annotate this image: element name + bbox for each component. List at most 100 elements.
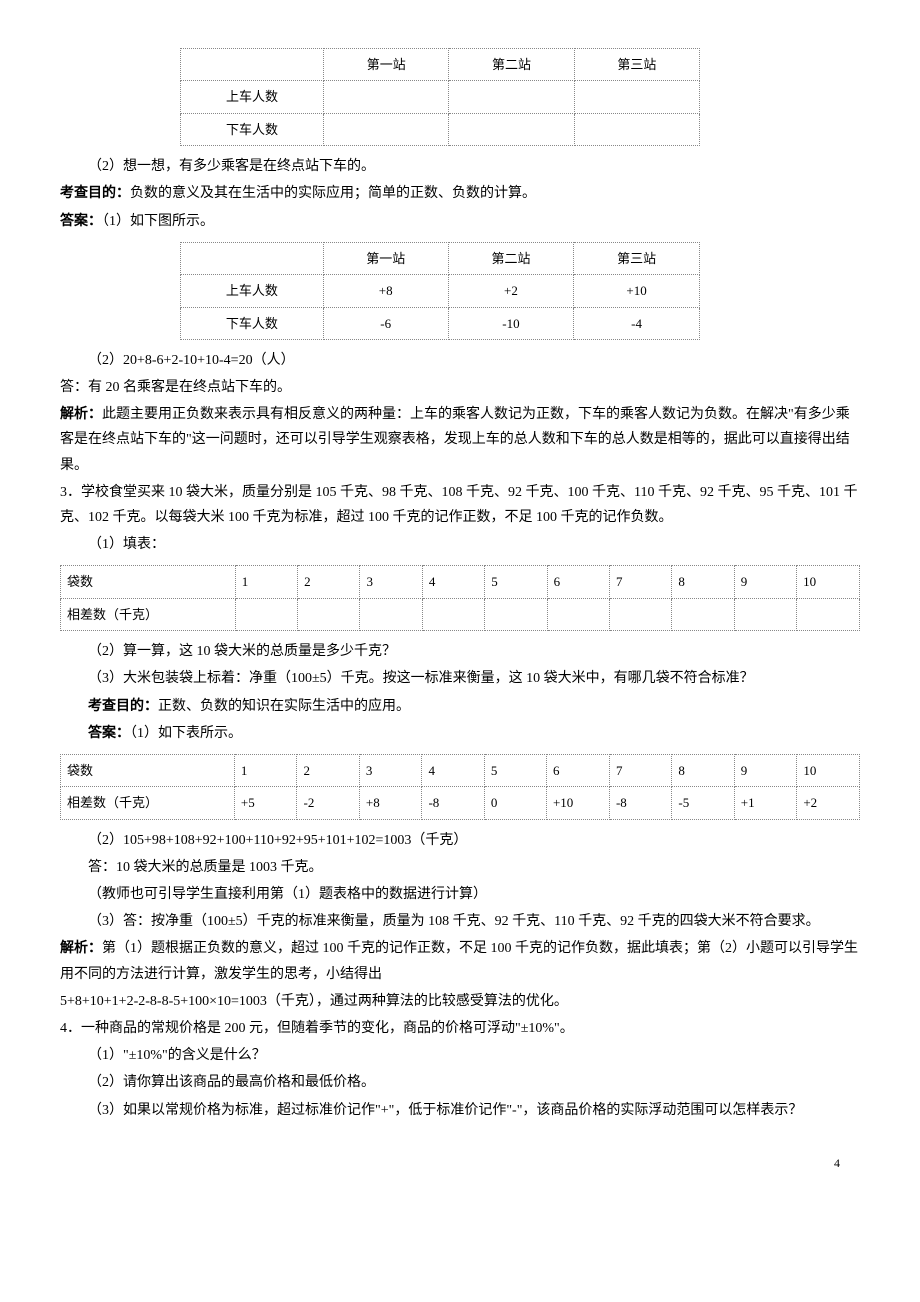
cell xyxy=(181,49,324,81)
cell: +2 xyxy=(448,275,573,307)
paragraph: （3）答：按净重（100±5）千克的标准来衡量，质量为 108 千克、92 千克… xyxy=(60,909,860,934)
paragraph: 解析：第（1）题根据正负数的意义，超过 100 千克的记作正数，不足 100 千… xyxy=(60,936,860,986)
cell: 第三站 xyxy=(574,49,699,81)
cell xyxy=(449,81,574,113)
rice-table-filled: 袋数 1 2 3 4 5 6 7 8 9 10 相差数（千克） +5 -2 +8… xyxy=(60,754,860,820)
cell: -6 xyxy=(323,307,448,339)
paragraph: （2）请你算出该商品的最高价格和最低价格。 xyxy=(60,1070,860,1095)
cell xyxy=(609,598,671,630)
cell: -5 xyxy=(672,787,734,819)
text: 第（1）题根据正负数的意义，超过 100 千克的记作正数，不足 100 千克的记… xyxy=(60,941,858,981)
text: 正数、负数的知识在实际生活中的应用。 xyxy=(158,699,410,714)
cell: 下车人数 xyxy=(181,307,324,339)
cell: +8 xyxy=(359,787,422,819)
cell: +1 xyxy=(734,787,797,819)
paragraph: （教师也可引导学生直接利用第（1）题表格中的数据进行计算） xyxy=(60,882,860,907)
cell: -8 xyxy=(422,787,484,819)
cell: +5 xyxy=(234,787,297,819)
cell xyxy=(235,598,297,630)
cell: 7 xyxy=(609,754,671,786)
cell: +8 xyxy=(323,275,448,307)
text: 负数的意义及其在生活中的实际应用；简单的正数、负数的计算。 xyxy=(130,186,536,201)
cell: 3 xyxy=(359,754,422,786)
paragraph: 答案：（1）如下表所示。 xyxy=(60,721,860,746)
bus-table-blank: 第一站 第二站 第三站 上车人数 下车人数 xyxy=(180,48,700,146)
paragraph: 考查目的：正数、负数的知识在实际生活中的应用。 xyxy=(60,694,860,719)
cell: 袋数 xyxy=(61,566,236,598)
cell: 9 xyxy=(734,754,797,786)
label-bold: 答案： xyxy=(60,214,102,229)
bus-table-filled: 第一站 第二站 第三站 上车人数 +8 +2 +10 下车人数 -6 -10 -… xyxy=(180,242,700,340)
cell: 5 xyxy=(485,566,547,598)
cell xyxy=(449,113,574,145)
cell: -8 xyxy=(609,787,671,819)
cell xyxy=(574,81,699,113)
label-bold: 答案： xyxy=(88,726,130,741)
label-bold: 解析： xyxy=(60,407,102,422)
cell: 10 xyxy=(797,566,860,598)
cell: 6 xyxy=(546,754,609,786)
cell: 上车人数 xyxy=(181,81,324,113)
text: 此题主要用正负数来表示具有相反意义的两种量：上车的乘客人数记为正数，下车的乘客人… xyxy=(60,407,850,472)
cell xyxy=(324,81,449,113)
cell: 第二站 xyxy=(448,242,573,274)
cell: 7 xyxy=(609,566,671,598)
paragraph: （2）想一想，有多少乘客是在终点站下车的。 xyxy=(60,154,860,179)
cell xyxy=(360,598,422,630)
cell: 10 xyxy=(797,754,860,786)
paragraph: 4．一种商品的常规价格是 200 元，但随着季节的变化，商品的价格可浮动"±10… xyxy=(60,1016,860,1041)
paragraph: 5+8+10+1+2-2-8-8-5+100×10=1003（千克），通过两种算… xyxy=(60,989,860,1014)
cell: -2 xyxy=(297,787,359,819)
paragraph: 3．学校食堂买来 10 袋大米，质量分别是 105 千克、98 千克、108 千… xyxy=(60,480,860,530)
cell: 3 xyxy=(360,566,422,598)
cell: 2 xyxy=(298,566,360,598)
label-bold: 考查目的： xyxy=(88,699,158,714)
page-number: 4 xyxy=(60,1153,860,1175)
cell xyxy=(324,113,449,145)
cell xyxy=(298,598,360,630)
cell xyxy=(547,598,609,630)
paragraph: （3）大米包装袋上标着：净重（100±5）千克。按这一标准来衡量，这 10 袋大… xyxy=(60,666,860,691)
cell xyxy=(672,598,734,630)
cell: 8 xyxy=(672,754,734,786)
text: （1）如下图所示。 xyxy=(102,214,214,229)
cell: 1 xyxy=(235,566,297,598)
paragraph: （1）填表： xyxy=(60,532,860,557)
paragraph: （3）如果以常规价格为标准，超过标准价记作"+"，低于标准价记作"-"，该商品价… xyxy=(60,1098,860,1123)
paragraph: （1）"±10%"的含义是什么？ xyxy=(60,1043,860,1068)
cell: 8 xyxy=(672,566,734,598)
cell: 0 xyxy=(484,787,546,819)
cell: 第一站 xyxy=(323,242,448,274)
label-bold: 解析： xyxy=(60,941,102,956)
cell xyxy=(485,598,547,630)
cell xyxy=(181,242,324,274)
cell xyxy=(422,598,484,630)
paragraph: （2）105+98+108+92+100+110+92+95+101+102=1… xyxy=(60,828,860,853)
cell: 相差数（千克） xyxy=(61,787,235,819)
cell: 第三站 xyxy=(574,242,700,274)
cell: 相差数（千克） xyxy=(61,598,236,630)
cell: 5 xyxy=(484,754,546,786)
cell: 4 xyxy=(422,754,484,786)
paragraph: （2）20+8-6+2-10+10-4=20（人） xyxy=(60,348,860,373)
cell: -4 xyxy=(574,307,700,339)
cell: 6 xyxy=(547,566,609,598)
paragraph: 考查目的：负数的意义及其在生活中的实际应用；简单的正数、负数的计算。 xyxy=(60,181,860,206)
paragraph: （2）算一算，这 10 袋大米的总质量是多少千克？ xyxy=(60,639,860,664)
label-bold: 考查目的： xyxy=(60,186,130,201)
paragraph: 答：有 20 名乘客是在终点站下车的。 xyxy=(60,375,860,400)
cell: +10 xyxy=(546,787,609,819)
cell: 1 xyxy=(234,754,297,786)
cell: 下车人数 xyxy=(181,113,324,145)
cell: 9 xyxy=(734,566,796,598)
cell: +10 xyxy=(574,275,700,307)
cell xyxy=(734,598,796,630)
cell: -10 xyxy=(448,307,573,339)
paragraph: 解析：此题主要用正负数来表示具有相反意义的两种量：上车的乘客人数记为正数，下车的… xyxy=(60,402,860,478)
cell xyxy=(797,598,860,630)
cell: 2 xyxy=(297,754,359,786)
paragraph: 答案：（1）如下图所示。 xyxy=(60,209,860,234)
cell: 4 xyxy=(422,566,484,598)
paragraph: 答：10 袋大米的总质量是 1003 千克。 xyxy=(60,855,860,880)
cell: 上车人数 xyxy=(181,275,324,307)
